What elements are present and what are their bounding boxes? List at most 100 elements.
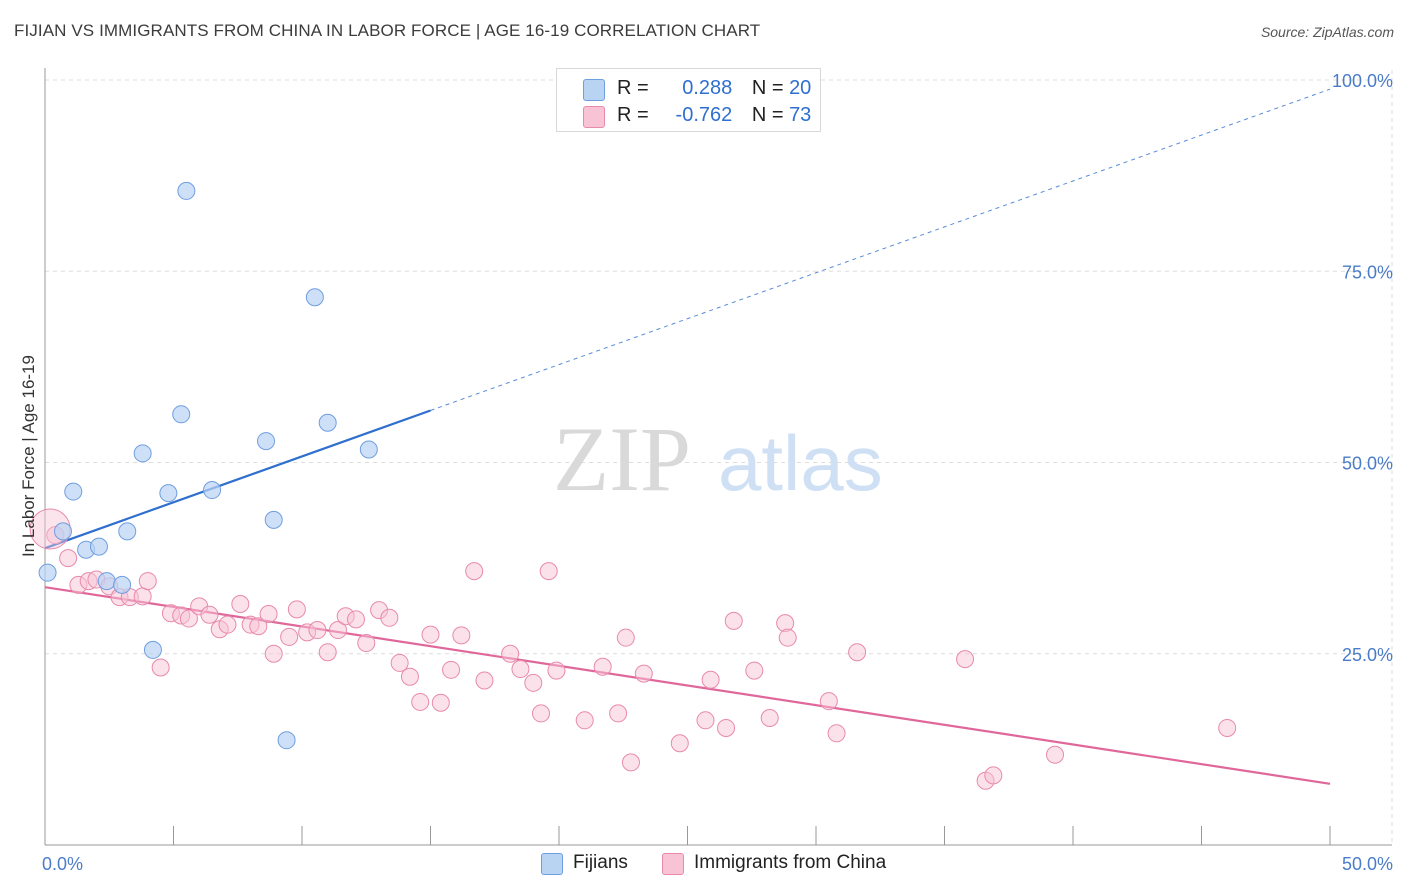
china-point — [532, 704, 551, 723]
china-point — [524, 673, 543, 692]
china-point — [609, 704, 628, 723]
china-point — [431, 693, 450, 712]
y-tick-label: 100.0% — [1332, 71, 1393, 91]
china-point — [778, 628, 797, 647]
fijians-point — [113, 575, 132, 594]
y-tick-label: 50.0% — [1342, 454, 1393, 474]
fijians-point — [143, 640, 162, 659]
china-n-value: 73 — [789, 104, 812, 126]
fijians-point — [159, 484, 178, 503]
china-point — [264, 644, 283, 663]
source-credit: Source: ZipAtlas.com — [1260, 24, 1394, 40]
y-tick-label: 25.0% — [1342, 645, 1393, 665]
fijians-r-value: 0.288 — [682, 77, 733, 99]
china-point — [984, 766, 1003, 785]
china-point — [452, 626, 471, 645]
axes — [44, 68, 1392, 846]
china-point — [287, 600, 306, 619]
china-point — [133, 587, 152, 606]
chart-title: FIJIAN VS IMMIGRANTS FROM CHINA IN LABOR… — [14, 21, 761, 40]
fijians-point — [118, 522, 137, 541]
fijians-point — [318, 413, 337, 432]
fijians-point — [359, 440, 378, 459]
china-swatch — [583, 106, 605, 128]
fijians-legend-swatch — [541, 853, 563, 875]
china-point — [634, 664, 653, 683]
china-point — [501, 644, 520, 663]
china-point — [575, 711, 594, 730]
fijians-point — [97, 572, 116, 591]
china-point — [511, 660, 530, 679]
china-point — [760, 709, 779, 728]
r-label: R = — [617, 104, 649, 126]
china-point — [745, 661, 764, 680]
china-trend-line — [44, 586, 1331, 785]
fijians-point — [177, 181, 196, 200]
x-tick-label-min: 0.0% — [42, 854, 83, 874]
china-point — [179, 609, 198, 628]
grid-lines — [45, 70, 1393, 845]
fijians-point — [203, 481, 222, 500]
china-point — [539, 562, 558, 581]
fijians-point — [133, 444, 152, 463]
china-point — [701, 670, 720, 689]
n-label: N = — [751, 77, 784, 99]
fijians-point — [264, 510, 283, 529]
data-points — [29, 181, 1237, 790]
china-point — [200, 605, 219, 624]
china-point — [390, 653, 409, 672]
china-point — [670, 734, 689, 753]
fijians-point — [305, 288, 324, 307]
china-point — [328, 621, 347, 640]
tick-labels: 25.0% 50.0% 75.0% 100.0% 0.0% 50.0% — [42, 71, 1393, 874]
china-point — [1046, 745, 1065, 764]
china-point — [696, 711, 715, 730]
china-legend-swatch — [662, 853, 684, 875]
china-point — [259, 604, 278, 623]
china-point — [218, 615, 237, 634]
china-point — [249, 617, 268, 636]
china-point — [346, 610, 365, 629]
y-axis-label: In Labor Force | Age 16-19 — [19, 355, 38, 557]
china-point — [151, 658, 170, 677]
china-point — [621, 753, 640, 772]
fijians-trend-extension — [430, 88, 1331, 411]
china-point — [308, 621, 327, 640]
series-legend: Fijians Immigrants from China — [0, 850, 1406, 880]
china-point — [231, 595, 250, 614]
fijians-point — [257, 432, 276, 451]
fijians-legend-label: Fijians — [573, 852, 628, 873]
x-tick-label-max: 50.0% — [1342, 854, 1393, 874]
fijians-swatch — [583, 79, 605, 101]
fijians-trend-line — [44, 409, 431, 550]
china-point — [547, 661, 566, 680]
china-legend-label: Immigrants from China — [694, 852, 887, 873]
china-point — [848, 643, 867, 662]
china-point — [827, 724, 846, 743]
fijians-point — [172, 405, 191, 424]
watermark-atlas: atlas — [718, 419, 883, 507]
fijians-point — [53, 522, 72, 541]
china-point — [318, 643, 337, 662]
china-point — [475, 671, 494, 690]
china-point — [616, 628, 635, 647]
fijians-point — [277, 731, 296, 750]
china-point — [819, 692, 838, 711]
china-point — [717, 718, 736, 737]
china-point — [465, 562, 484, 581]
china-point — [411, 692, 430, 711]
china-point — [59, 549, 78, 568]
china-point — [724, 611, 743, 630]
china-point — [593, 657, 612, 676]
fijians-point — [64, 482, 83, 501]
watermark-zip: ZIP — [553, 408, 691, 510]
china-point — [1218, 718, 1237, 737]
china-point — [956, 650, 975, 669]
china-point — [280, 627, 299, 646]
correlation-legend: R = 0.288 N = 20 R = -0.762 N = 73 — [556, 68, 821, 132]
fijians-point — [89, 537, 108, 556]
y-tick-label: 75.0% — [1342, 262, 1393, 282]
china-r-value: -0.762 — [675, 104, 733, 126]
china-point — [380, 608, 399, 627]
